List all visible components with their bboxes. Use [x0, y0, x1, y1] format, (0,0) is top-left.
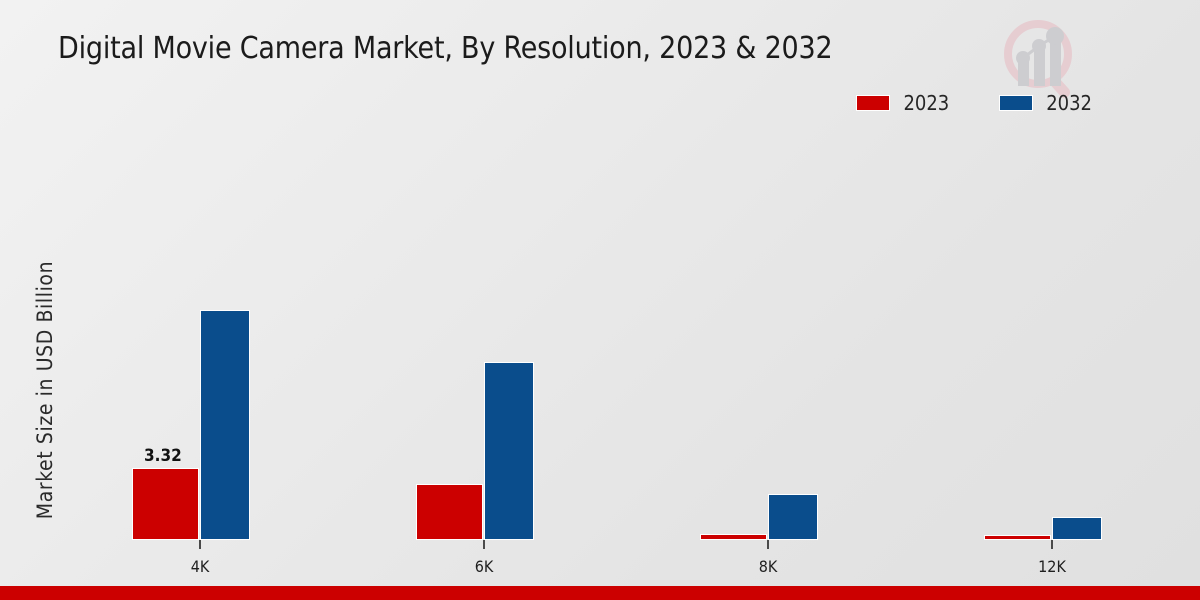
bar-value-label-2023-4k: 3.32: [144, 446, 182, 466]
bar-2032-4k[interactable]: [200, 310, 250, 540]
x-tick-label-12k: 12K: [1038, 557, 1066, 576]
bottom-accent-strip: [0, 586, 1200, 600]
bar-group-6k: 6K: [416, 120, 552, 576]
bar-group-12k: 12K: [984, 120, 1120, 576]
legend-label-2023: 2023: [903, 91, 950, 115]
legend-swatch-2023: [856, 95, 891, 111]
x-tick-label-8k: 8K: [758, 557, 778, 576]
bar-2032-6k[interactable]: [484, 362, 534, 540]
plot-area: 3.32 4K 6K 8K 12K: [85, 120, 1165, 576]
y-axis-title: Market Size in USD Billion: [33, 260, 57, 520]
legend-label-2032: 2032: [1046, 91, 1092, 115]
x-tick-label-4k: 4K: [190, 557, 210, 576]
bar-2023-8k[interactable]: [700, 534, 767, 540]
bar-group-8k: 8K: [700, 120, 836, 576]
bar-2032-8k[interactable]: [768, 494, 818, 540]
x-tick-12k: [1051, 540, 1053, 549]
bar-2023-4k[interactable]: [132, 468, 199, 540]
legend-item-2023[interactable]: 2023: [856, 91, 949, 115]
x-tick-6k: [483, 540, 485, 549]
x-tick-8k: [767, 540, 769, 549]
legend-item-2032[interactable]: 2032: [999, 91, 1092, 115]
chart-legend: 2023 2032: [856, 91, 1092, 115]
bar-2032-12k[interactable]: [1052, 517, 1102, 540]
bar-2023-12k[interactable]: [984, 535, 1051, 540]
chart-title: Digital Movie Camera Market, By Resoluti…: [58, 31, 833, 66]
x-tick-4k: [199, 540, 201, 549]
x-tick-label-6k: 6K: [474, 557, 494, 576]
bar-group-4k: 3.32 4K: [132, 120, 268, 576]
bar-2023-6k[interactable]: [416, 484, 483, 540]
legend-swatch-2032: [999, 95, 1034, 111]
